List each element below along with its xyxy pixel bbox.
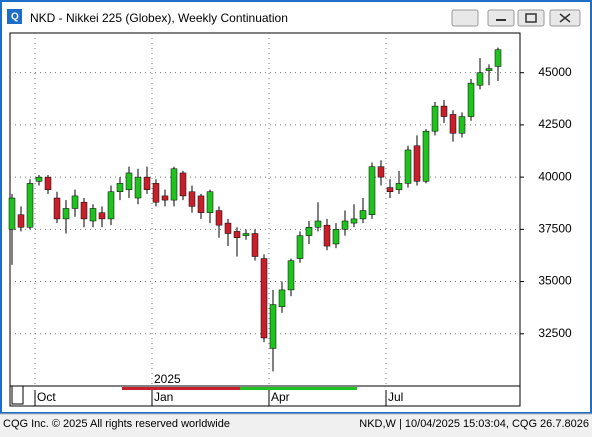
candle-body <box>341 220 349 230</box>
candle-body <box>350 218 358 224</box>
close-glyph <box>559 13 571 23</box>
candle-body <box>359 210 367 220</box>
candle-body <box>170 168 178 201</box>
candle-body <box>395 183 403 190</box>
candle-body <box>323 224 331 247</box>
corner-box <box>11 385 24 405</box>
candle-body <box>269 304 277 349</box>
candle-body <box>314 220 322 228</box>
candle-body <box>134 176 142 199</box>
candle-body <box>80 201 88 220</box>
candle-body <box>179 172 187 197</box>
candle-body <box>260 258 268 339</box>
candle-body <box>431 105 439 132</box>
candle-body <box>152 183 160 203</box>
candle-body <box>26 183 34 228</box>
status-left: CQG Inc. © 2025 All rights reserved worl… <box>3 418 230 430</box>
x-tick-label: Jan <box>154 390 173 404</box>
candle-body <box>485 68 493 71</box>
candle-body <box>476 72 484 86</box>
candle-body <box>89 208 97 222</box>
candle-body <box>278 289 286 307</box>
app-icon <box>7 9 22 24</box>
candle-body <box>125 172 133 190</box>
candle-body <box>287 260 295 291</box>
candle-body <box>386 187 394 192</box>
candle-body <box>8 197 16 230</box>
y-tick-label: 35000 <box>538 274 572 288</box>
candle-body <box>143 176 151 190</box>
candle-body <box>197 195 205 213</box>
candle-body <box>377 166 385 178</box>
x-tick-label: Apr <box>271 390 290 404</box>
candle-body <box>116 183 124 192</box>
y-tick-label: 32500 <box>538 326 572 340</box>
candle-body <box>215 210 223 226</box>
y-tick-label: 42500 <box>538 117 572 131</box>
candle-body <box>71 195 79 209</box>
candle-body <box>62 208 70 220</box>
candle-body <box>413 145 421 182</box>
minimize-button[interactable] <box>487 9 515 27</box>
status-right: NKD,W | 10/04/2025 15:03:04, CQG 26.7.80… <box>359 418 589 430</box>
candle-body <box>449 114 457 134</box>
candle-body <box>440 105 448 117</box>
candle-body <box>98 212 106 220</box>
quarter-band <box>240 387 357 390</box>
candle-body <box>188 191 196 207</box>
candle-body <box>107 191 115 220</box>
candle-body <box>422 130 430 182</box>
quarter-band <box>122 387 240 390</box>
candle-body <box>224 222 232 234</box>
x-tick-label: Jul <box>388 390 403 404</box>
candle-body <box>242 233 250 236</box>
candle-body <box>206 191 214 213</box>
candle-body <box>404 149 412 184</box>
candle-body <box>332 229 340 245</box>
candle-body <box>161 195 169 201</box>
y-tick-label: 37500 <box>538 222 572 236</box>
candle-body <box>296 235 304 259</box>
candle-body <box>458 116 466 134</box>
y-tick-label: 40000 <box>538 169 572 183</box>
quarter-band <box>24 387 122 390</box>
y-tick-label: 45000 <box>538 65 572 79</box>
maximize-button[interactable] <box>517 9 545 27</box>
candle-body <box>305 227 313 236</box>
candle-body <box>233 231 241 238</box>
time-axis <box>9 385 521 407</box>
year-label: 2025 <box>154 372 181 386</box>
candle-body <box>368 166 376 215</box>
candle-body <box>467 82 475 117</box>
candle-body <box>53 197 61 220</box>
candle-body <box>35 176 43 182</box>
candle-body <box>44 176 52 190</box>
x-tick-label: Oct <box>37 390 56 404</box>
candle-body <box>17 214 25 228</box>
link-button[interactable] <box>451 9 479 27</box>
window-title: NKD - Nikkei 225 (Globex), Weekly Contin… <box>30 11 288 25</box>
candle-body <box>251 233 259 257</box>
maximize-glyph <box>525 13 537 23</box>
icon-glyph: Q <box>11 12 19 23</box>
candle-body <box>494 49 502 67</box>
